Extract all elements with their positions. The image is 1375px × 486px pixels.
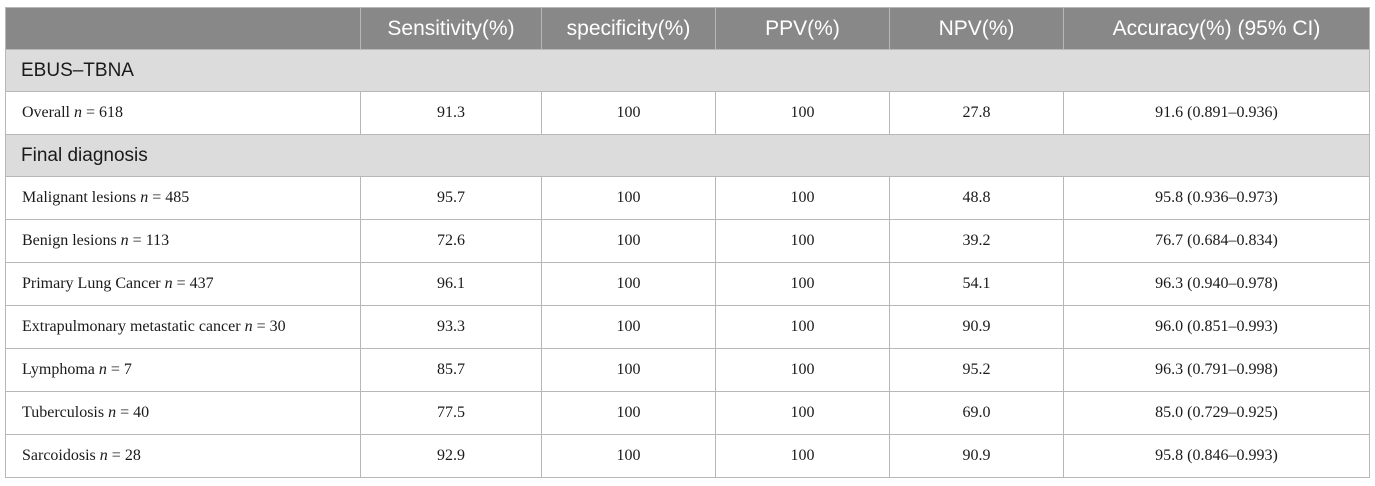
ppv-cell: 100 bbox=[715, 391, 890, 435]
npv-cell: 69.0 bbox=[889, 391, 1064, 435]
accuracy-cell: 95.8 (0.846–0.993) bbox=[1063, 434, 1370, 478]
npv-cell: 90.9 bbox=[889, 434, 1064, 478]
accuracy-cell: 96.3 (0.940–0.978) bbox=[1063, 262, 1370, 306]
section-row: Final diagnosis bbox=[5, 134, 1370, 177]
n-variable: n bbox=[164, 275, 173, 292]
row-n-count: 7 bbox=[123, 361, 132, 378]
row-n-count: 485 bbox=[165, 189, 190, 206]
header-npv: NPV(%) bbox=[889, 7, 1064, 50]
accuracy-cell: 76.7 (0.684–0.834) bbox=[1063, 219, 1370, 263]
section-row: EBUS–TBNA bbox=[5, 49, 1370, 92]
row-label-cell: Extrapulmonary metastatic cancer n = 30 bbox=[5, 305, 361, 349]
row-label-cell: Benign lesions n = 113 bbox=[5, 219, 361, 263]
n-variable: n bbox=[120, 232, 129, 249]
specificity-cell: 100 bbox=[541, 348, 716, 392]
row-label: Overall bbox=[22, 104, 70, 121]
accuracy-cell: 96.0 (0.851–0.993) bbox=[1063, 305, 1370, 349]
table-row: Extrapulmonary metastatic cancer n = 30 9… bbox=[5, 305, 1370, 349]
specificity-cell: 100 bbox=[541, 219, 716, 263]
npv-cell: 39.2 bbox=[889, 219, 1064, 263]
sensitivity-cell: 92.9 bbox=[360, 434, 542, 478]
n-variable: n bbox=[99, 447, 108, 464]
sensitivity-cell: 93.3 bbox=[360, 305, 542, 349]
row-label-cell: Malignant lesions n = 485 bbox=[5, 176, 361, 220]
table-row: Sarcoidosis n = 28 92.9 100 100 90.9 95.8 (0.… bbox=[5, 434, 1370, 478]
table-header: Sensitivity(%) specificity(%) PPV(%) NPV… bbox=[5, 7, 1370, 50]
ppv-cell: 100 bbox=[715, 348, 890, 392]
table-row: Lymphoma n = 7 85.7 100 100 95.2 96.3 (0.791–… bbox=[5, 348, 1370, 392]
row-label-cell: Sarcoidosis n = 28 bbox=[5, 434, 361, 478]
row-label: Benign lesions bbox=[22, 232, 117, 249]
row-label: Primary Lung Cancer bbox=[22, 275, 161, 292]
row-label-cell: Lymphoma n = 7 bbox=[5, 348, 361, 392]
specificity-cell: 100 bbox=[541, 262, 716, 306]
sensitivity-cell: 77.5 bbox=[360, 391, 542, 435]
section-title: EBUS–TBNA bbox=[5, 49, 1370, 92]
row-label: Malignant lesions bbox=[22, 189, 137, 206]
ppv-cell: 100 bbox=[715, 176, 890, 220]
table-row: Benign lesions n = 113 72.6 100 100 39.2 76.7… bbox=[5, 219, 1370, 263]
table-row: Primary Lung Cancer n = 437 96.1 100 100 54.… bbox=[5, 262, 1370, 306]
ppv-cell: 100 bbox=[715, 219, 890, 263]
table-row: Overall n = 618 91.3 100 100 27.8 91.6 (0.891… bbox=[5, 91, 1370, 135]
accuracy-cell: 85.0 (0.729–0.925) bbox=[1063, 391, 1370, 435]
ppv-cell: 100 bbox=[715, 434, 890, 478]
row-label: Lymphoma bbox=[22, 361, 95, 378]
row-label-cell: Primary Lung Cancer n = 437 bbox=[5, 262, 361, 306]
n-variable: n bbox=[108, 404, 117, 421]
ppv-cell: 100 bbox=[715, 262, 890, 306]
sensitivity-cell: 72.6 bbox=[360, 219, 542, 263]
accuracy-cell: 91.6 (0.891–0.936) bbox=[1063, 91, 1370, 135]
sensitivity-cell: 91.3 bbox=[360, 91, 542, 135]
section-title: Final diagnosis bbox=[5, 134, 1370, 177]
specificity-cell: 100 bbox=[541, 176, 716, 220]
ppv-cell: 100 bbox=[715, 91, 890, 135]
row-label: Sarcoidosis bbox=[22, 447, 96, 464]
specificity-cell: 100 bbox=[541, 391, 716, 435]
header-accuracy: Accuracy(%) (95% CI) bbox=[1063, 7, 1370, 50]
row-n-count: 28 bbox=[124, 447, 141, 464]
npv-cell: 90.9 bbox=[889, 305, 1064, 349]
table-body: EBUS–TBNA Overall n = 618 91.3 100 100 27.8 91… bbox=[5, 49, 1370, 478]
n-variable: n bbox=[73, 104, 82, 121]
row-n-count: 40 bbox=[133, 404, 150, 421]
sensitivity-cell: 96.1 bbox=[360, 262, 542, 306]
row-n-count: 618 bbox=[99, 104, 124, 121]
npv-cell: 48.8 bbox=[889, 176, 1064, 220]
sensitivity-cell: 85.7 bbox=[360, 348, 542, 392]
sensitivity-cell: 95.7 bbox=[360, 176, 542, 220]
specificity-cell: 100 bbox=[541, 305, 716, 349]
n-variable: n bbox=[244, 318, 253, 335]
table-row: Tuberculosis n = 40 77.5 100 100 69.0 85.0 (0… bbox=[5, 391, 1370, 435]
specificity-cell: 100 bbox=[541, 91, 716, 135]
table-row: Malignant lesions n = 485 95.7 100 100 48.8 9… bbox=[5, 176, 1370, 220]
header-ppv: PPV(%) bbox=[715, 7, 890, 50]
accuracy-cell: 95.8 (0.936–0.973) bbox=[1063, 176, 1370, 220]
specificity-cell: 100 bbox=[541, 434, 716, 478]
npv-cell: 54.1 bbox=[889, 262, 1064, 306]
row-label: Tuberculosis bbox=[22, 404, 105, 421]
row-label-cell: Tuberculosis n = 40 bbox=[5, 391, 361, 435]
header-specificity: specificity(%) bbox=[541, 7, 716, 50]
ppv-cell: 100 bbox=[715, 305, 890, 349]
row-label-cell: Overall n = 618 bbox=[5, 91, 361, 135]
row-n-count: 30 bbox=[269, 318, 286, 335]
header-label-column bbox=[5, 7, 361, 50]
header-sensitivity: Sensitivity(%) bbox=[360, 7, 542, 50]
n-variable: n bbox=[98, 361, 107, 378]
accuracy-cell: 96.3 (0.791–0.998) bbox=[1063, 348, 1370, 392]
header-row: Sensitivity(%) specificity(%) PPV(%) NPV… bbox=[5, 7, 1370, 50]
npv-cell: 95.2 bbox=[889, 348, 1064, 392]
results-table: Sensitivity(%) specificity(%) PPV(%) NPV… bbox=[5, 7, 1370, 478]
row-label: Extrapulmonary metastatic cancer bbox=[22, 318, 241, 335]
row-n-count: 113 bbox=[145, 232, 170, 249]
row-n-count: 437 bbox=[189, 275, 214, 292]
n-variable: n bbox=[140, 189, 149, 206]
npv-cell: 27.8 bbox=[889, 91, 1064, 135]
